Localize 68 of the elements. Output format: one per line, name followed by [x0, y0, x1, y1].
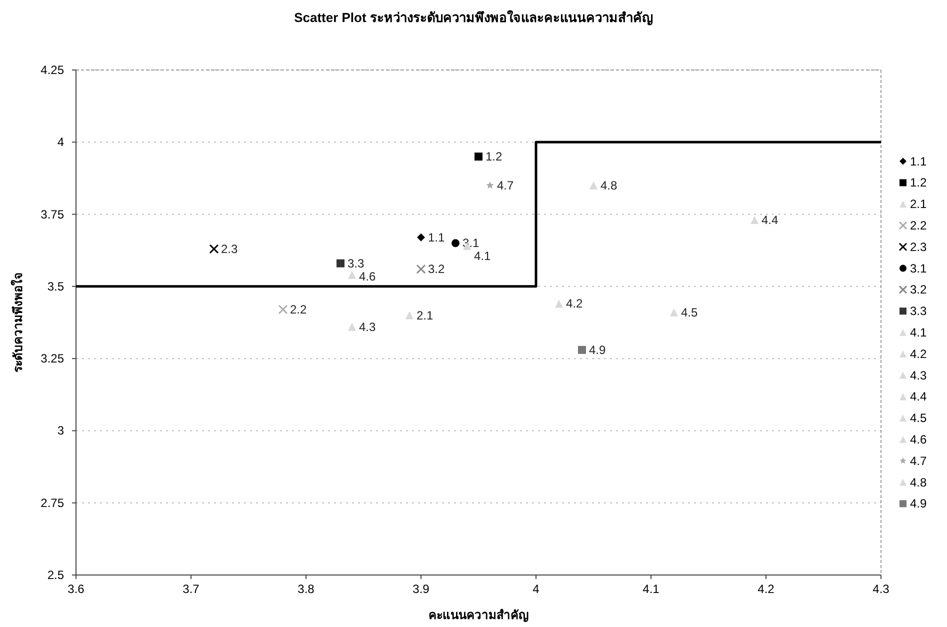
point: [578, 346, 586, 354]
text: 1.2: [486, 150, 502, 164]
y-axis-title: ระดับความพึงพอใจ: [10, 272, 25, 372]
legend-label: 4.4: [910, 390, 928, 404]
y-tick-label: 4: [57, 135, 64, 150]
point: [336, 259, 344, 268]
x-tick-label: 4.2: [758, 582, 775, 596]
text: 4.3: [359, 320, 376, 334]
point: [750, 216, 758, 224]
point: [278, 304, 288, 314]
text: 4.2: [566, 296, 583, 311]
x-tick-label: 3.6: [68, 582, 85, 596]
y-tick-label: 4.25: [40, 63, 64, 77]
legend-label: 2.2: [910, 218, 928, 232]
y-tick-label: 3: [57, 424, 64, 438]
point: [555, 300, 563, 308]
y-tick-label: 3.25: [40, 352, 64, 366]
point: [348, 270, 356, 279]
x-tick-label: 4.3: [872, 582, 890, 596]
text: 2.3: [221, 242, 238, 256]
y-tick-label: 3.75: [40, 207, 64, 222]
y-tick-label: 2.5: [47, 568, 64, 582]
legend-label: 3.3: [910, 304, 928, 318]
point: [486, 181, 494, 189]
legend-label: 4.5: [910, 411, 928, 426]
x-tick-label: 3.8: [298, 582, 315, 596]
legend-label: 4.9: [910, 496, 928, 511]
y-tick-label: 3.5: [47, 279, 64, 294]
point: [590, 181, 598, 190]
text: 4.5: [681, 305, 698, 320]
point: [406, 311, 414, 320]
legend-label: 4.1: [910, 326, 928, 340]
legend-label: 2.1: [910, 197, 928, 212]
text: 4.8: [600, 178, 618, 192]
text: 4.9: [589, 342, 606, 357]
x-axis-title: คะแนนความสำคัญ: [428, 608, 528, 622]
point: [670, 308, 678, 316]
legend-label: 4.3: [910, 368, 928, 382]
text: 2.1: [416, 308, 434, 322]
point: [348, 322, 356, 331]
text: 1.1: [428, 230, 445, 244]
point: [209, 244, 219, 254]
x-tick-label: 3.7: [182, 582, 200, 596]
legend-label: 2.3: [910, 240, 928, 254]
legend-label: 1.2: [910, 176, 928, 190]
legend-label: 4.8: [910, 475, 928, 490]
point: [474, 152, 482, 161]
point: [417, 233, 425, 242]
legend-label: 3.2: [910, 282, 928, 297]
text: 4.6: [359, 269, 376, 284]
text: 3.2: [428, 262, 445, 276]
chart-title: Scatter Plot ระหว่างระดับความพึงพอใจและคะแนนความสำคัญ: [294, 9, 653, 26]
text: 3.3: [348, 256, 364, 270]
legend-label: 4.7: [910, 454, 928, 468]
text: 4.7: [497, 178, 514, 192]
y-tick-label: 2.75: [40, 496, 64, 510]
x-tick-label: 3.9: [412, 582, 430, 596]
legend-label: 1.1: [910, 154, 928, 168]
x-tick-label: 4.1: [642, 582, 660, 596]
text: 4.1: [474, 249, 491, 264]
legend-label: 4.2: [910, 346, 928, 361]
point: [452, 239, 460, 248]
point: [416, 264, 426, 274]
legend-label: 4.6: [910, 432, 928, 446]
text: 2.2: [290, 302, 307, 317]
x-tick-label: 4: [532, 582, 540, 596]
text: 4.4: [762, 213, 778, 228]
legend-label: 3.1: [910, 261, 928, 276]
